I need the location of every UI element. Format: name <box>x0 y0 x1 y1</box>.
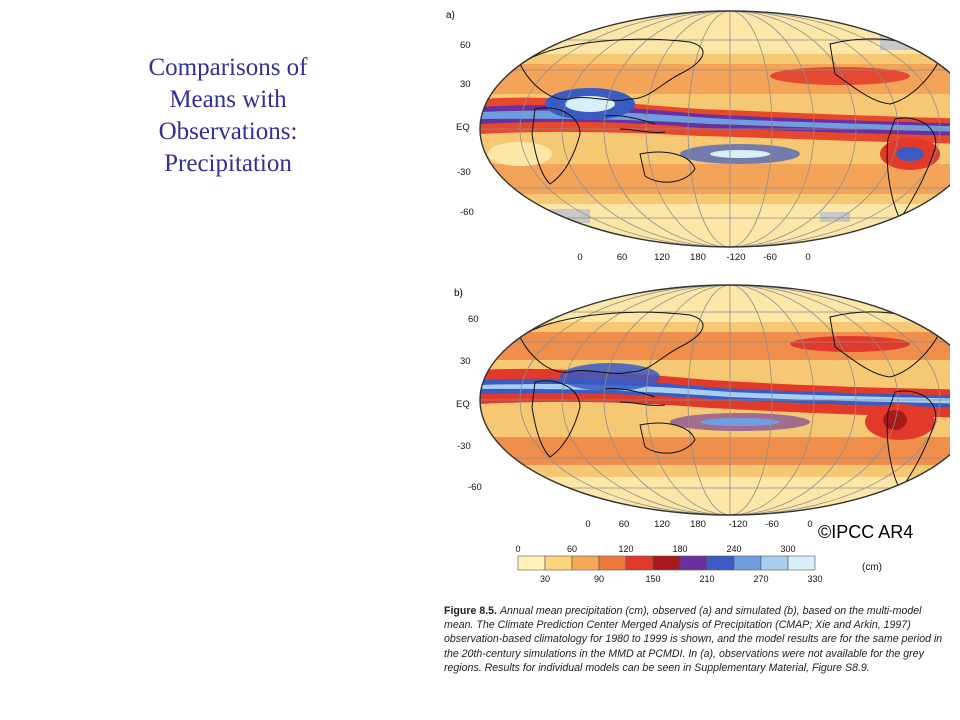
colorbar-cell <box>598 555 627 571</box>
colorbar-cell <box>625 555 654 571</box>
lon-label: -60 <box>765 519 779 530</box>
title-line: Means with <box>169 86 287 113</box>
colorbar-unit: (cm) <box>862 562 882 573</box>
lat-label: -60 <box>468 482 482 493</box>
longitude-labels: 0 60 120 180 -120 -60 0 <box>585 519 812 530</box>
lat-label: 60 <box>460 40 471 51</box>
colorbar-cell <box>517 555 546 571</box>
copyright-credit: ©IPCC AR4 <box>818 522 914 542</box>
map-panel-observed: a) <box>440 4 950 274</box>
title-line: Observations: <box>158 118 298 145</box>
lat-label: -60 <box>460 207 474 218</box>
panel-label: a) <box>446 10 455 21</box>
colorbar-tick: 60 <box>567 544 577 554</box>
map-panel-simulated: b) <box>440 282 950 552</box>
colorbar-tick: 330 <box>807 574 822 584</box>
colorbar-cell <box>652 555 681 571</box>
lon-label: 120 <box>654 252 670 263</box>
colorbar: 0 60 120 180 240 300 30 90 150 210 270 3… <box>515 544 882 584</box>
lat-label: EQ <box>456 399 470 410</box>
colorbar-tick: 210 <box>699 574 714 584</box>
colorbar-tick: 120 <box>618 544 633 554</box>
colorbar-lower-ticks: 30 90 150 210 270 330 <box>540 574 823 584</box>
colorbar-tick: 150 <box>645 574 660 584</box>
colorbar-tick: 270 <box>753 574 768 584</box>
lon-label: -120 <box>728 519 747 530</box>
coastlines <box>519 311 941 491</box>
lon-label: 0 <box>577 252 582 263</box>
figure-caption: Figure 8.5. Annual mean precipitation (c… <box>444 604 944 675</box>
lat-label: 60 <box>468 314 479 325</box>
lon-label: 0 <box>807 519 812 530</box>
caption-label: Figure 8.5. <box>444 605 497 617</box>
colorbar-cell <box>679 555 708 571</box>
colorbar-cell <box>733 555 762 571</box>
colorbar-cell <box>787 555 816 571</box>
colorbar-tick: 180 <box>672 544 687 554</box>
colorbar-tick: 90 <box>594 574 604 584</box>
lon-label: -120 <box>726 252 745 263</box>
latitude-labels: 60 30 EQ -30 -60 <box>456 40 474 218</box>
colorbar-legend: 0 60 120 180 240 300 30 90 150 210 270 3… <box>500 540 940 592</box>
precipitation-field <box>480 285 950 515</box>
precipitation-map-observed: a) <box>446 10 950 263</box>
lon-label: -60 <box>763 252 777 263</box>
colorbar-upper-ticks: 0 60 120 180 240 300 <box>515 544 795 554</box>
colorbar-cell <box>571 555 600 571</box>
title-line: Comparisons of <box>148 54 308 81</box>
coastlines <box>519 38 941 220</box>
lon-label: 60 <box>619 519 630 530</box>
lat-label: -30 <box>457 167 471 178</box>
precipitation-map-simulated: b) <box>454 284 950 530</box>
lat-label: -30 <box>457 441 471 452</box>
latitude-labels: 60 30 EQ -30 -60 <box>456 314 482 493</box>
colorbar-cell <box>760 555 789 571</box>
colorbar-tick: 0 <box>515 544 520 554</box>
lon-label: 180 <box>690 519 706 530</box>
title-line: Precipitation <box>164 150 292 177</box>
colorbar-tick: 300 <box>780 544 795 554</box>
lon-label: 120 <box>654 519 670 530</box>
lon-label: 60 <box>617 252 628 263</box>
lon-label: 180 <box>690 252 706 263</box>
colorbar-cell <box>706 555 735 571</box>
lat-label: 30 <box>460 356 471 367</box>
globe-outline <box>479 10 950 248</box>
colorbar-cell <box>544 555 573 571</box>
colorbar-cells <box>517 555 816 571</box>
lon-label: 0 <box>585 519 590 530</box>
colorbar-tick: 30 <box>540 574 550 584</box>
lon-label: 0 <box>805 252 810 263</box>
lat-label: 30 <box>460 79 471 90</box>
caption-text: Annual mean precipitation (cm), observed… <box>444 605 943 674</box>
lat-label: EQ <box>456 122 470 133</box>
slide-title: Comparisons of Means with Observations: … <box>108 52 348 180</box>
panel-label: b) <box>454 288 463 299</box>
colorbar-tick: 240 <box>726 544 741 554</box>
globe-outline <box>479 284 950 516</box>
longitude-labels: 0 60 120 180 -120 -60 0 <box>577 252 810 263</box>
